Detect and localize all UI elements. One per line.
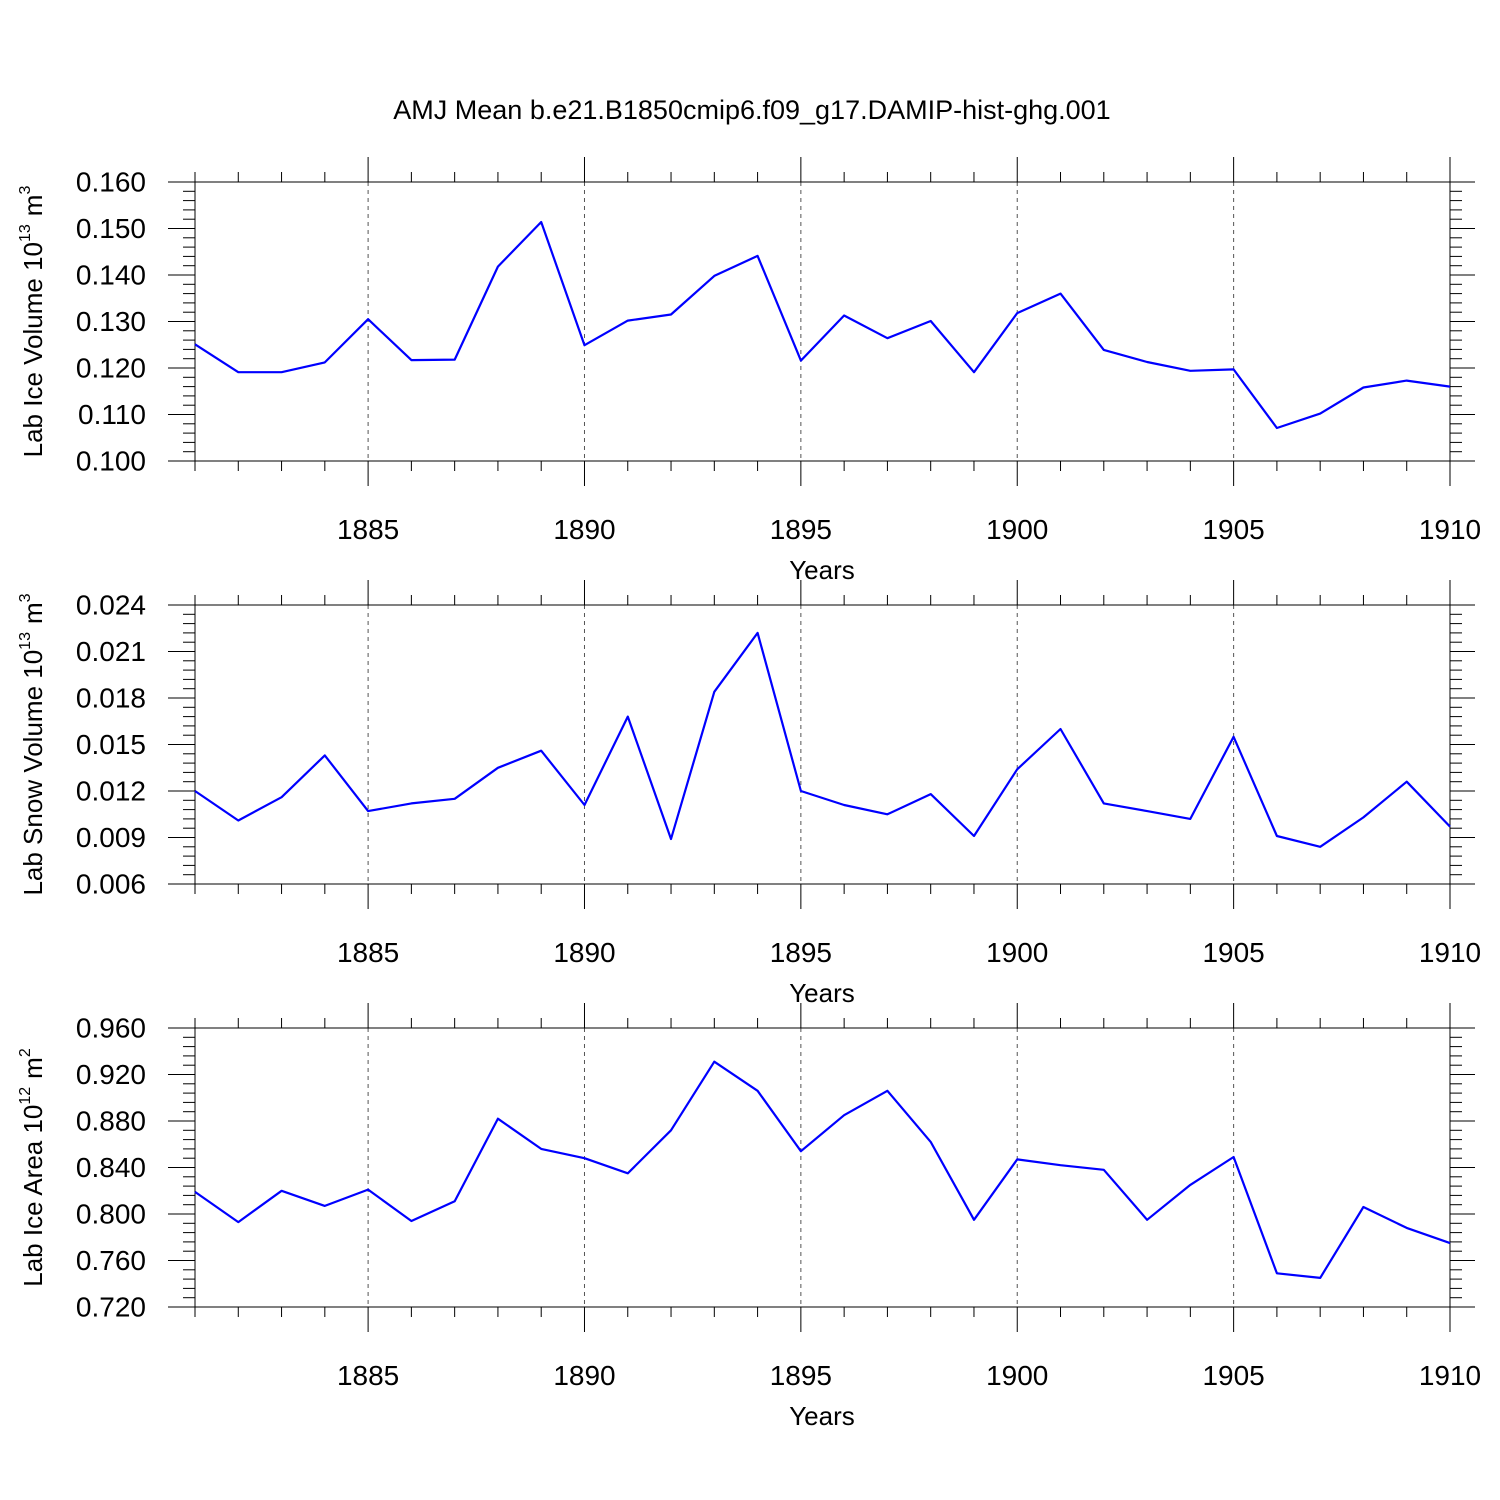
- y-axis-label-text: Lab Ice Area 10: [18, 1105, 48, 1287]
- chart-panel-3: 0.720 0.760 0.800 0.840 0.880 0.920 0.960 1885 1…: [17, 1003, 1481, 1431]
- x-tick-label: 1895: [770, 937, 832, 968]
- y-axis-label-text: Lab Snow Volume 10: [18, 650, 48, 896]
- y-tick-label: 0.800: [76, 1199, 146, 1230]
- y-tick-label: 0.840: [76, 1152, 146, 1183]
- x-axis-label: Years: [789, 1401, 855, 1431]
- x-axis-label: Years: [789, 978, 855, 1008]
- y-tick-label: 0.120: [76, 353, 146, 384]
- y-axis-label: Lab Snow Volume 1013 m3: [17, 593, 48, 895]
- y-tick-label: 0.130: [76, 306, 146, 337]
- y-tick-label: 0.150: [76, 213, 146, 244]
- chart-panel-2: 0.006 0.009 0.012 0.015 0.018 0.021 0.024 1885 1…: [17, 580, 1481, 1008]
- y-tick-label: 0.140: [76, 260, 146, 291]
- y-axis-label-unit: m: [18, 195, 48, 217]
- y-tick-label: 0.880: [76, 1106, 146, 1137]
- x-tick-label: 1900: [986, 1360, 1048, 1391]
- y-tick-label: 0.720: [76, 1292, 146, 1323]
- chart-title: AMJ Mean b.e21.B1850cmip6.f09_g17.DAMIP-…: [393, 95, 1110, 125]
- y-tick-label: 0.100: [76, 446, 146, 477]
- x-tick-label: 1885: [337, 1360, 399, 1391]
- y-tick-label: 0.960: [76, 1013, 146, 1044]
- y-tick-label: 0.009: [76, 822, 146, 853]
- series-line: [194, 220, 1451, 430]
- x-tick-label: 1900: [986, 514, 1048, 545]
- y-axis-label: Lab Ice Area 1012 m2: [17, 1048, 48, 1287]
- x-tick-label: 1905: [1202, 937, 1264, 968]
- x-tick-label: 1900: [986, 937, 1048, 968]
- y-axis-label-exponent: 13: [17, 632, 34, 650]
- y-axis-label-unit-exponent: 3: [17, 186, 34, 195]
- y-tick-label: 0.006: [76, 869, 146, 900]
- x-tick-label: 1885: [337, 514, 399, 545]
- y-axis-label-exponent: 13: [17, 224, 34, 242]
- panels: 0.100 0.110 0.120 0.130 0.140 0.150 0.160 1885 1…: [17, 157, 1481, 1431]
- y-tick-label: 0.760: [76, 1245, 146, 1276]
- chart-panel-1: 0.100 0.110 0.120 0.130 0.140 0.150 0.160 1885 1…: [17, 157, 1481, 585]
- y-axis-label-unit-exponent: 3: [17, 593, 34, 602]
- y-tick-label: 0.012: [76, 776, 146, 807]
- y-tick-label: 0.015: [76, 729, 146, 760]
- y-tick-label: 0.110: [78, 399, 146, 430]
- x-tick-label: 1890: [553, 1360, 615, 1391]
- x-tick-label: 1910: [1419, 514, 1481, 545]
- x-tick-label: 1905: [1202, 514, 1264, 545]
- x-tick-label: 1890: [553, 937, 615, 968]
- x-tick-label: 1895: [770, 1360, 832, 1391]
- y-axis-label-unit-exponent: 2: [17, 1048, 34, 1057]
- x-tick-label: 1910: [1419, 1360, 1481, 1391]
- y-axis-label-unit: m: [18, 1057, 48, 1079]
- y-axis-label: Lab Ice Volume 1013 m3: [17, 186, 48, 458]
- x-tick-label: 1890: [553, 514, 615, 545]
- x-tick-label: 1885: [337, 937, 399, 968]
- y-tick-label: 0.920: [76, 1059, 146, 1090]
- x-tick-label: 1905: [1202, 1360, 1264, 1391]
- x-tick-label: 1895: [770, 514, 832, 545]
- series-line: [194, 631, 1451, 848]
- y-axis-label-text: Lab Ice Volume 10: [18, 242, 48, 457]
- y-tick-label: 0.018: [76, 683, 146, 714]
- series-line: [194, 1060, 1451, 1280]
- x-tick-label: 1910: [1419, 937, 1481, 968]
- y-axis-label-unit: m: [18, 602, 48, 624]
- y-axis-label-exponent: 12: [17, 1087, 34, 1105]
- x-axis-label: Years: [789, 555, 855, 585]
- y-tick-label: 0.160: [76, 167, 146, 198]
- y-tick-label: 0.024: [76, 590, 146, 621]
- y-tick-label: 0.021: [76, 636, 146, 667]
